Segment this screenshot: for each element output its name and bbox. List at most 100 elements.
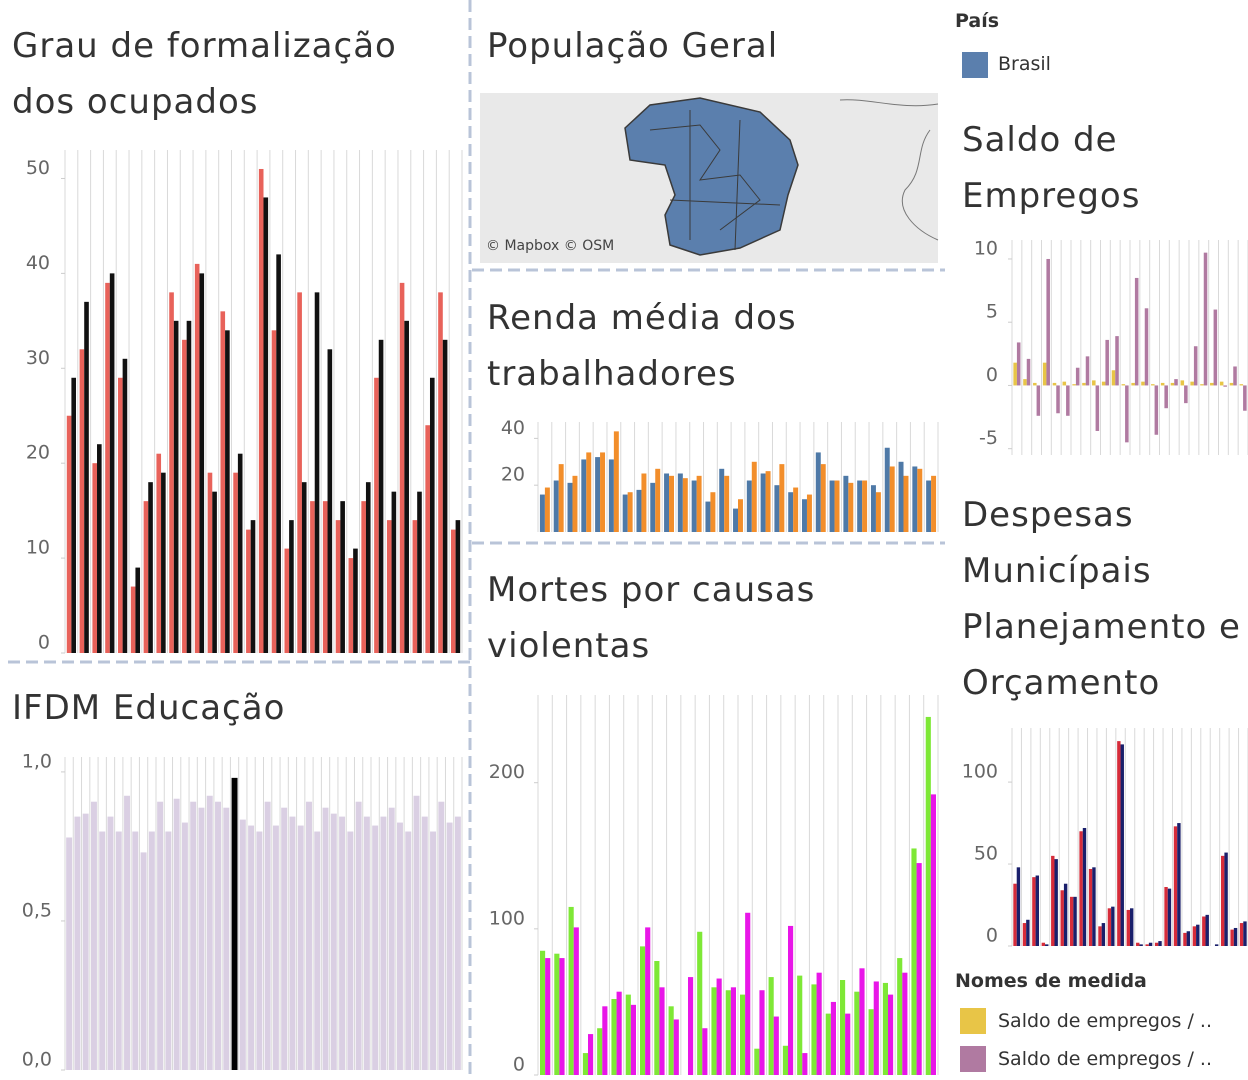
- bar: [724, 476, 729, 532]
- bar: [1155, 943, 1158, 946]
- bar: [1202, 916, 1205, 946]
- bar: [207, 796, 213, 1070]
- bar: [1117, 741, 1120, 946]
- bar: [187, 321, 192, 653]
- bar: [105, 283, 110, 653]
- bar: [215, 802, 221, 1070]
- bar: [349, 558, 354, 653]
- bar: [897, 958, 902, 1075]
- bar: [719, 469, 724, 532]
- y-tick-label: 1,0: [22, 750, 52, 772]
- bar: [904, 476, 909, 532]
- bar: [711, 987, 716, 1075]
- bar: [628, 492, 633, 532]
- bar: [1121, 744, 1124, 946]
- bar: [387, 520, 392, 653]
- bar: [1168, 889, 1171, 946]
- bar: [554, 954, 559, 1075]
- bar: [926, 717, 931, 1075]
- bar: [380, 817, 386, 1070]
- bar: [859, 968, 864, 1075]
- bar: [640, 946, 645, 1075]
- bar: [664, 473, 669, 532]
- bar: [840, 980, 845, 1075]
- y-tick-label: 40: [26, 252, 50, 274]
- bar: [740, 995, 745, 1075]
- bar: [1037, 385, 1041, 415]
- bar: [802, 1053, 807, 1075]
- bar: [641, 473, 646, 532]
- bar: [174, 799, 180, 1070]
- legend-swatch[interactable]: [960, 1046, 986, 1072]
- bar: [364, 817, 370, 1070]
- legend-label[interactable]: Saldo de empregos / ..: [998, 1010, 1212, 1032]
- bar: [817, 973, 822, 1075]
- bar: [1224, 853, 1227, 946]
- bar: [655, 469, 660, 532]
- y-tick-label: 0: [38, 632, 50, 654]
- bar: [1135, 278, 1139, 386]
- bar: [692, 481, 697, 532]
- bar: [1204, 253, 1208, 386]
- bar: [883, 983, 888, 1075]
- legend-label[interactable]: Saldo de empregos / ..: [998, 1048, 1212, 1070]
- bar: [1082, 383, 1086, 386]
- bar: [1115, 336, 1119, 385]
- bar: [1070, 897, 1073, 946]
- legend-label[interactable]: Brasil: [998, 53, 1051, 75]
- bar: [1017, 867, 1020, 946]
- bar: [66, 837, 72, 1070]
- bar: [141, 852, 147, 1070]
- bar: [902, 973, 907, 1075]
- bar: [654, 961, 659, 1075]
- bar: [917, 863, 922, 1075]
- bar: [1092, 867, 1095, 946]
- bar: [1026, 920, 1029, 946]
- bar: [456, 520, 461, 653]
- bar: [1240, 384, 1244, 385]
- bar: [683, 478, 688, 532]
- y-tick-label: 0: [986, 364, 998, 386]
- bar: [779, 464, 784, 532]
- y-tick-label: 20: [26, 442, 50, 464]
- bar: [374, 378, 379, 653]
- bar: [1086, 356, 1090, 385]
- y-tick-label: 0: [986, 925, 998, 947]
- legend-swatch[interactable]: [962, 52, 988, 78]
- bar: [182, 340, 187, 653]
- bar: [1174, 826, 1177, 946]
- bar: [821, 464, 826, 532]
- y-tick-label: 50: [26, 157, 50, 179]
- bar: [1230, 930, 1233, 946]
- bar: [74, 817, 80, 1070]
- bar: [331, 814, 337, 1070]
- bar: [636, 490, 641, 532]
- bar: [118, 378, 123, 653]
- y-tick-label: 30: [26, 347, 50, 369]
- bar: [1054, 859, 1057, 946]
- legend-swatch[interactable]: [960, 1008, 986, 1034]
- bar: [306, 802, 312, 1070]
- bar: [276, 254, 281, 653]
- bar: [1056, 385, 1060, 413]
- bar: [123, 359, 128, 653]
- bar: [256, 832, 262, 1070]
- bar: [1190, 382, 1194, 386]
- bar: [232, 778, 238, 1070]
- bar: [845, 1014, 850, 1075]
- bar: [831, 1002, 836, 1075]
- bar: [1210, 383, 1214, 386]
- bar: [848, 483, 853, 532]
- bar: [623, 495, 628, 532]
- bar: [1072, 384, 1076, 385]
- bar: [1027, 359, 1031, 386]
- bar: [1223, 385, 1227, 386]
- chart-title: Despesas Municípais Planejamento e Orçam…: [962, 487, 1242, 711]
- bar: [554, 481, 559, 532]
- bar: [645, 927, 650, 1075]
- bar: [1243, 921, 1246, 946]
- bar: [251, 520, 256, 653]
- bar: [731, 987, 736, 1075]
- bar: [414, 796, 420, 1070]
- bar: [190, 802, 196, 1070]
